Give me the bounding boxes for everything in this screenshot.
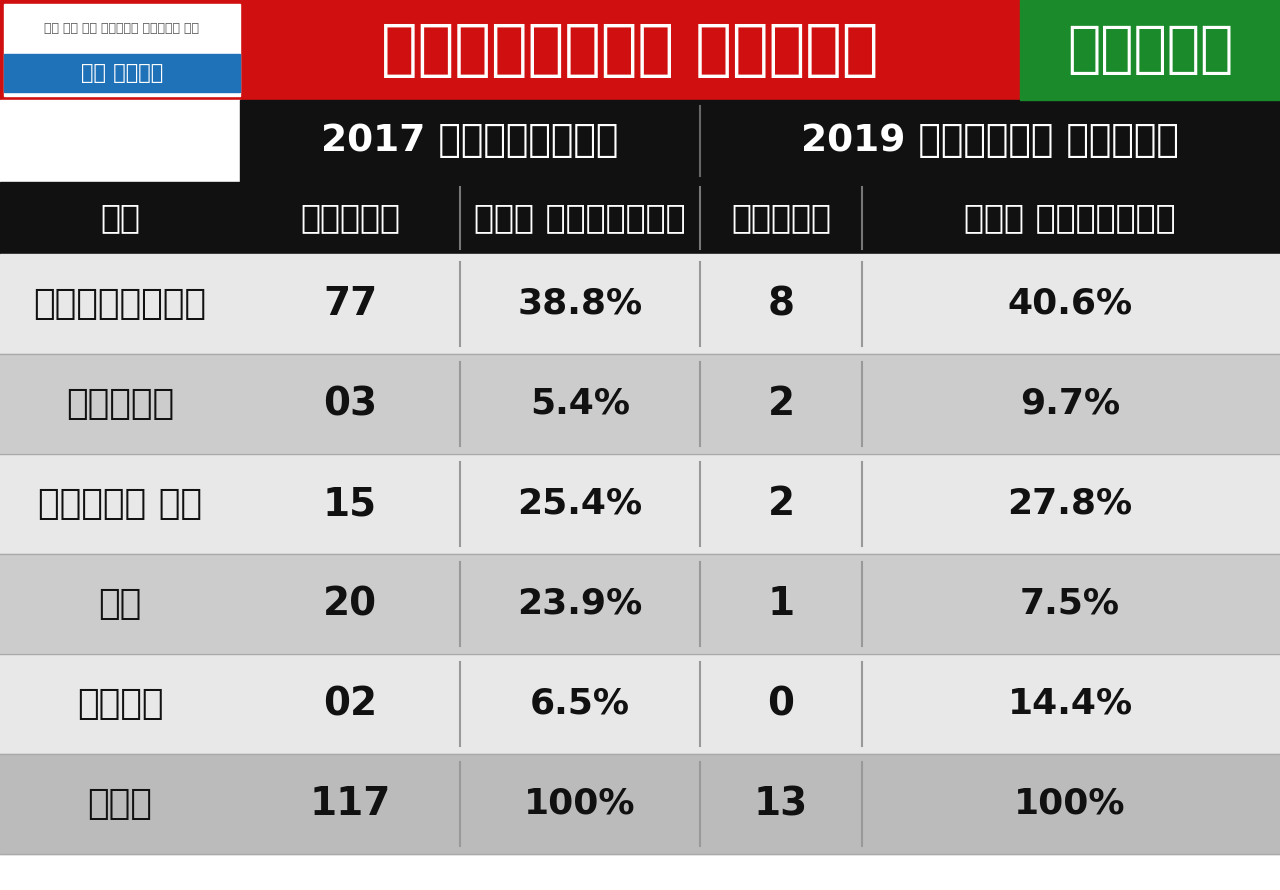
Text: 20: 20 bbox=[323, 585, 378, 623]
Bar bbox=[0, 454, 1280, 554]
Bar bbox=[0, 0, 1280, 100]
Text: 03: 03 bbox=[323, 385, 378, 423]
Text: वोट प्रतिशत: वोट प्रतिशत bbox=[474, 201, 686, 234]
Text: सीटें: सीटें bbox=[731, 201, 831, 234]
Text: आप: आप bbox=[99, 587, 142, 621]
Bar bbox=[1020, 0, 1280, 100]
Text: 9.7%: 9.7% bbox=[1020, 387, 1120, 421]
Text: भाजपा: भाजपा bbox=[67, 387, 174, 421]
Text: 14.4%: 14.4% bbox=[1007, 687, 1133, 721]
Text: विधानसभा चुनाव: विधानसभा चुनाव bbox=[381, 20, 878, 79]
Text: 117: 117 bbox=[310, 785, 390, 823]
Text: सच जो आप जानना चाहते है: सच जो आप जानना चाहते है bbox=[45, 21, 200, 35]
Text: वोट प्रतिशत: वोट प्रतिशत bbox=[964, 201, 1176, 234]
Text: 5.4%: 5.4% bbox=[530, 387, 630, 421]
Bar bbox=[0, 654, 1280, 754]
Bar bbox=[0, 754, 1280, 854]
Bar bbox=[4, 54, 241, 92]
Text: 100%: 100% bbox=[525, 787, 636, 821]
Text: कांग्रेस: कांग्रेस bbox=[33, 287, 206, 321]
Text: 1: 1 bbox=[768, 585, 795, 623]
Text: 8: 8 bbox=[768, 285, 795, 323]
Text: आज समाज: आज समाज bbox=[81, 63, 163, 83]
Text: 27.8%: 27.8% bbox=[1007, 487, 1133, 521]
Text: सीटें: सीटें bbox=[300, 201, 399, 234]
Text: 2: 2 bbox=[768, 385, 795, 423]
Text: 2019 लोकसभा चुनाव: 2019 लोकसभा चुनाव bbox=[801, 123, 1179, 159]
Bar bbox=[0, 554, 1280, 654]
Bar bbox=[0, 254, 1280, 354]
Bar bbox=[241, 100, 1280, 182]
Text: अन्य: अन्य bbox=[77, 687, 164, 721]
Text: 38.8%: 38.8% bbox=[517, 287, 643, 321]
Bar bbox=[0, 354, 1280, 454]
Text: 40.6%: 40.6% bbox=[1007, 287, 1133, 321]
Text: 0: 0 bbox=[768, 685, 795, 723]
Text: 100%: 100% bbox=[1014, 787, 1125, 821]
Text: 77: 77 bbox=[323, 285, 378, 323]
Text: 25.4%: 25.4% bbox=[517, 487, 643, 521]
Bar bbox=[0, 100, 241, 182]
Bar bbox=[4, 4, 241, 96]
Text: कुल: कुल bbox=[87, 787, 152, 821]
Text: 7.5%: 7.5% bbox=[1020, 587, 1120, 621]
Text: 2017 विधानसभा: 2017 विधानसभा bbox=[321, 123, 618, 159]
Text: 23.9%: 23.9% bbox=[517, 587, 643, 621]
Text: 6.5%: 6.5% bbox=[530, 687, 630, 721]
Text: 02: 02 bbox=[323, 685, 378, 723]
Text: 15: 15 bbox=[323, 485, 378, 523]
Bar bbox=[0, 182, 1280, 254]
Text: 2: 2 bbox=[768, 485, 795, 523]
Text: 13: 13 bbox=[754, 785, 808, 823]
Text: दल: दल bbox=[100, 201, 140, 234]
Text: पंजाब: पंजाब bbox=[1066, 23, 1233, 77]
Text: अकाली दल: अकाली दल bbox=[38, 487, 202, 521]
